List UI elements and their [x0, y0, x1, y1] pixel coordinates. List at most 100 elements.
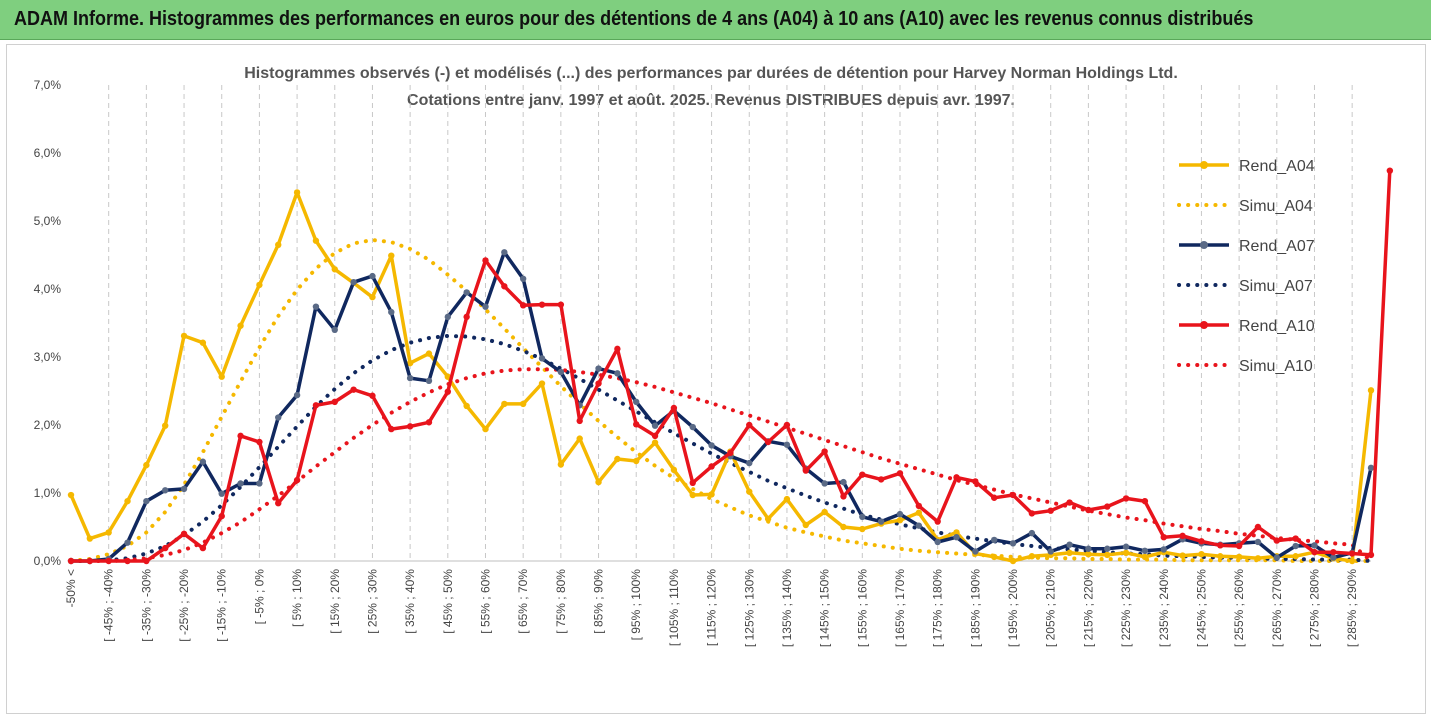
x-tick-label: [ 95% ; 100%	[629, 569, 643, 641]
data-point	[953, 529, 960, 536]
data-point	[859, 471, 866, 478]
data-point	[162, 544, 169, 552]
report-title: ADAM Informe. Histogrammes des performan…	[14, 8, 1254, 30]
data-point	[180, 332, 188, 340]
x-tick-label: [ 275% ; 280%	[1307, 569, 1321, 647]
data-point	[86, 535, 94, 542]
data-point	[1009, 557, 1017, 565]
data-point	[501, 283, 508, 290]
legend-item-rend_a04: Rend_A04	[1179, 158, 1315, 175]
data-point	[199, 339, 207, 346]
data-point	[105, 557, 112, 565]
data-point	[501, 249, 508, 256]
data-point	[576, 417, 583, 425]
data-point	[463, 402, 470, 410]
x-tick-label: [ 85% ; 90%	[592, 569, 606, 634]
data-point	[538, 301, 546, 308]
data-point	[972, 478, 979, 485]
data-point	[576, 435, 583, 442]
data-point	[877, 476, 885, 483]
data-point	[331, 398, 338, 406]
data-point	[1254, 555, 1262, 562]
y-tick-label: 0,0%	[34, 554, 62, 568]
data-point	[633, 457, 640, 465]
data-point	[482, 303, 489, 310]
data-point	[1047, 507, 1054, 514]
data-point	[1141, 553, 1149, 561]
data-point	[1235, 553, 1243, 561]
data-point	[670, 404, 678, 412]
gridlines	[108, 85, 1353, 561]
data-point	[124, 497, 131, 505]
x-tick-label: [ 15% ; 20%	[328, 569, 342, 634]
data-point	[1254, 523, 1262, 531]
data-point	[293, 476, 301, 484]
x-tick-label: [ 25% ; 30%	[365, 569, 379, 634]
data-point	[1066, 499, 1073, 506]
data-point	[896, 510, 904, 518]
data-point	[425, 350, 433, 357]
series-line-rend_a07	[71, 250, 1373, 563]
data-point	[1009, 491, 1017, 499]
y-axis: 0,0% 1,0% 2,0% 3,0% 4,0% 5,0% 6,0% 7,0%	[34, 78, 62, 568]
data-point	[934, 538, 941, 546]
data-point	[350, 386, 357, 393]
x-tick-label: [ 145% ; 150%	[818, 569, 832, 647]
data-point	[651, 422, 659, 429]
data-point	[557, 301, 565, 308]
data-point	[1292, 542, 1299, 550]
data-point	[633, 398, 640, 406]
data-point	[783, 441, 791, 448]
data-point	[689, 479, 696, 486]
data-point	[1028, 510, 1036, 517]
y-tick-label: 4,0%	[34, 282, 62, 296]
data-point	[877, 518, 885, 525]
data-point	[802, 467, 809, 474]
data-point	[463, 289, 470, 296]
data-point	[425, 377, 433, 384]
legend-item-rend_a07: Rend_A07	[1179, 238, 1315, 255]
data-point	[143, 497, 150, 505]
x-tick-label: [ -15% ; -10%	[215, 569, 229, 642]
x-tick-label: -50% <	[64, 569, 78, 607]
legend-label: Rend_A07	[1239, 238, 1315, 255]
y-tick-label: 7,0%	[34, 78, 62, 92]
data-point	[1160, 546, 1167, 553]
data-point	[1028, 553, 1036, 560]
data-point	[1273, 537, 1280, 544]
x-tick-label: [ 215% ; 220%	[1081, 569, 1095, 647]
x-tick-label: [ 265% ; 270%	[1270, 569, 1284, 647]
data-point	[406, 374, 414, 382]
data-point	[614, 370, 621, 377]
legend-marker	[1200, 241, 1208, 249]
chart-frame: Histogrammes observés (-) et modélisés (…	[6, 44, 1426, 714]
data-point	[444, 313, 452, 321]
data-point	[1386, 167, 1394, 174]
data-point	[764, 515, 772, 523]
data-point	[237, 480, 244, 487]
data-point	[1348, 550, 1356, 557]
data-point	[821, 448, 828, 455]
data-point	[1028, 529, 1036, 537]
series-line-rend_a04	[69, 190, 1373, 563]
y-tick-label: 5,0%	[34, 214, 62, 228]
data-point	[331, 326, 338, 333]
data-point	[840, 493, 847, 500]
data-point	[388, 308, 395, 316]
data-point	[1235, 542, 1243, 550]
data-point	[802, 521, 809, 529]
data-point	[86, 557, 94, 565]
data-point	[689, 491, 696, 499]
data-point	[1198, 551, 1205, 558]
data-point	[896, 517, 904, 524]
data-point	[595, 380, 602, 387]
legend-item-simu_a07: Simu_A07	[1177, 278, 1313, 295]
data-point	[1122, 549, 1130, 557]
data-point	[275, 414, 282, 421]
data-point	[237, 322, 244, 329]
data-point	[1217, 542, 1224, 549]
data-point	[1330, 554, 1337, 561]
data-point	[312, 303, 320, 310]
legend-marker	[1200, 161, 1208, 169]
data-point	[1254, 538, 1262, 546]
